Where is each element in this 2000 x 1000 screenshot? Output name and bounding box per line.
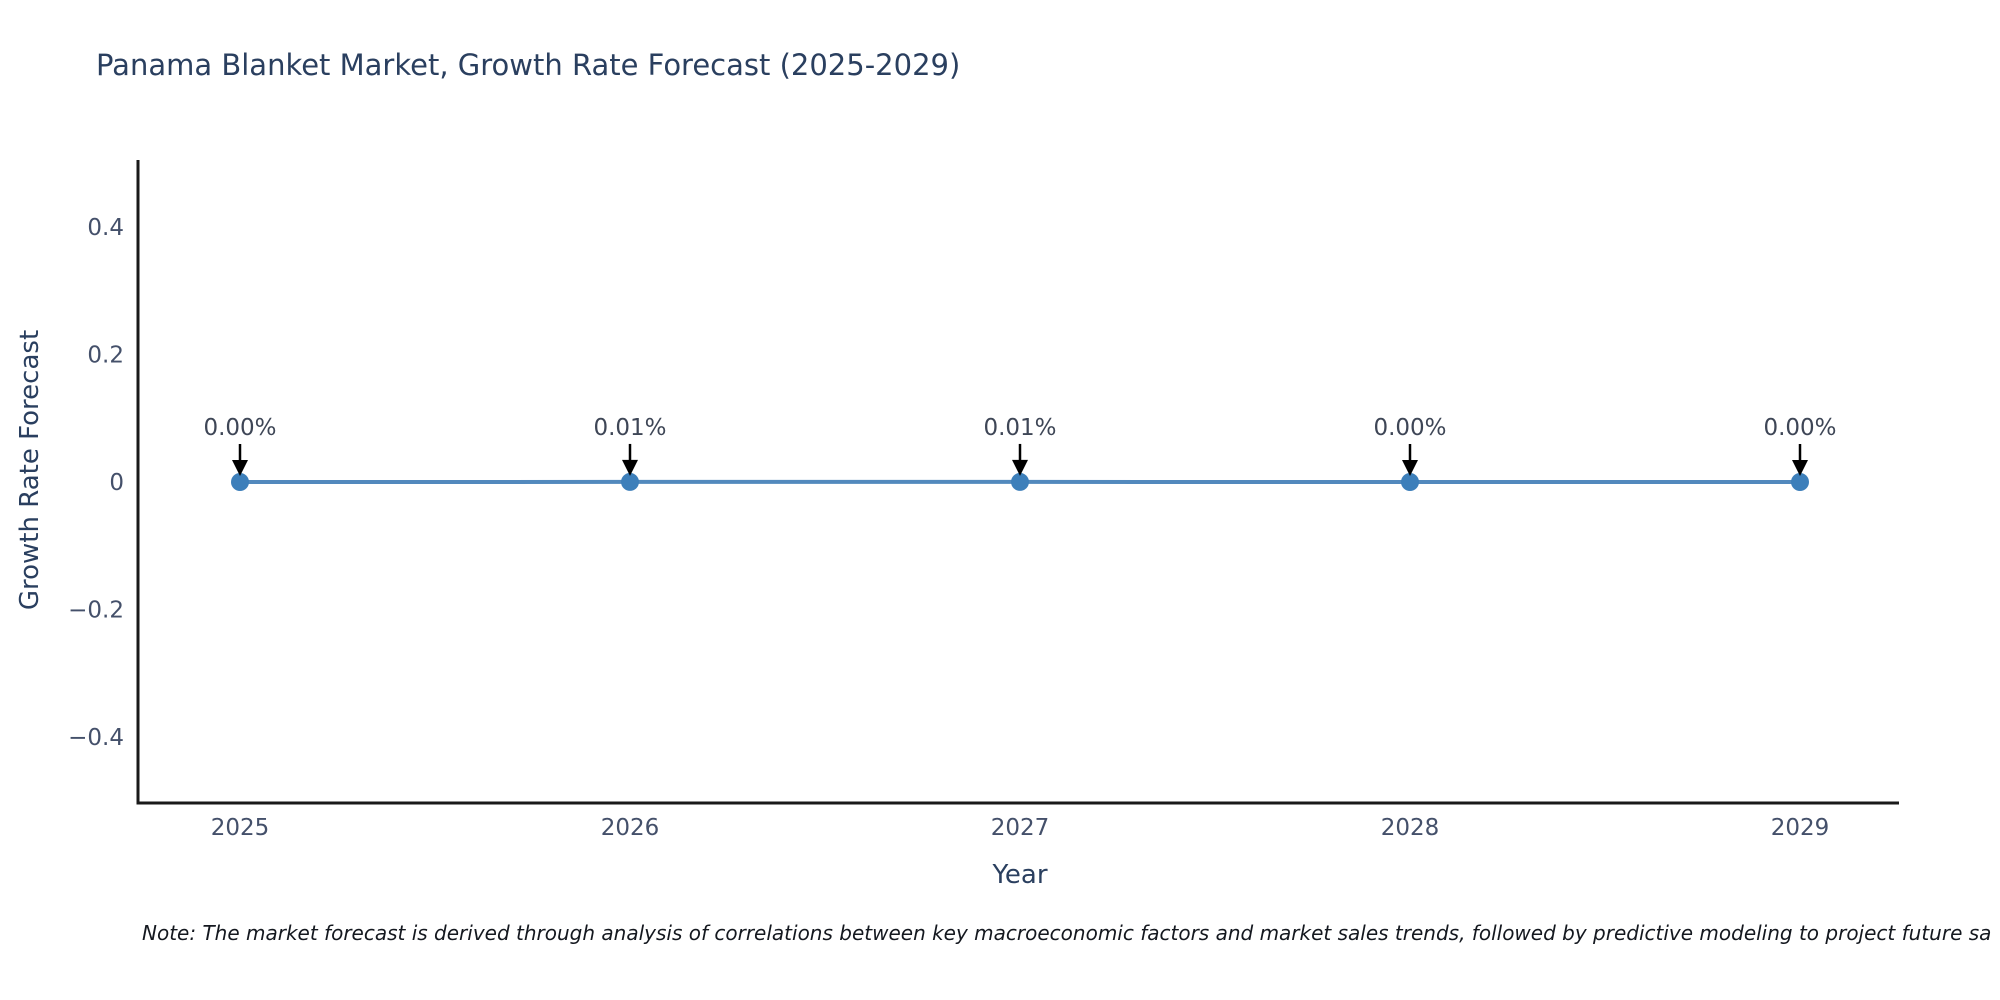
annotation-arrow-head — [1012, 459, 1028, 476]
annotation-arrow-head — [232, 460, 248, 476]
x-axis-title: Year — [992, 860, 1048, 890]
y-tick-label: −0.4 — [68, 725, 124, 751]
annotation-arrow-head — [1402, 460, 1418, 476]
annotation-arrow-head — [1792, 460, 1808, 476]
x-tick-label: 2027 — [991, 815, 1050, 841]
x-tick-label: 2026 — [601, 815, 660, 841]
y-tick-label: 0.2 — [87, 343, 124, 369]
annotation-label: 0.00% — [203, 415, 276, 441]
annotation-label: 0.00% — [1373, 415, 1446, 441]
x-tick-label: 2029 — [1771, 815, 1830, 841]
data-point — [1791, 473, 1809, 491]
x-tick-label: 2028 — [1381, 815, 1440, 841]
annotation-label: 0.01% — [983, 415, 1056, 441]
x-tick-label: 2025 — [211, 815, 270, 841]
annotation-label: 0.01% — [593, 415, 666, 441]
y-tick-label: 0 — [109, 470, 124, 496]
data-point — [231, 473, 249, 491]
footnote: Note: The market forecast is derived thr… — [142, 921, 1992, 945]
y-tick-label: 0.4 — [87, 215, 124, 241]
chart-title: Panama Blanket Market, Growth Rate Forec… — [96, 48, 961, 82]
annotation-arrow-head — [622, 459, 638, 476]
data-point — [621, 472, 639, 491]
annotation-label: 0.00% — [1763, 415, 1836, 441]
y-tick-label: −0.2 — [68, 598, 124, 624]
data-point — [1011, 472, 1029, 491]
data-point — [1401, 473, 1419, 491]
